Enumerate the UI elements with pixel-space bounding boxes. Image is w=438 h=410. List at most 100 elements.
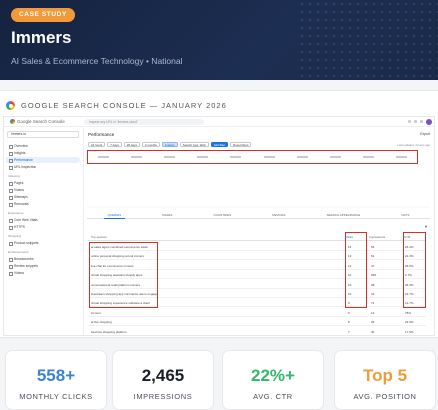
hero-banner: CASE STUDY Immers AI Sales & Ecommerce T… — [0, 0, 438, 80]
stat-card: 22%+ AVG. CTR — [222, 350, 324, 410]
gsc-brand-label: Google Search Console — [17, 119, 65, 124]
table-row[interactable]: online personal shopping ai tool immers 1… — [88, 251, 426, 261]
sidebar-item[interactable]: Review snippets — [6, 263, 80, 269]
cell-query: virtual shopping assistant shopify apps — [91, 273, 143, 278]
sidebar-item[interactable]: Removals — [6, 201, 80, 207]
filter-chip[interactable]: 28 days — [123, 142, 140, 147]
property-selector[interactable]: Immers.io — [7, 131, 79, 138]
google-logo-icon — [6, 101, 15, 110]
table-row[interactable]: ai sales agent combined ecommerce stack 1… — [88, 242, 426, 251]
cell-clicks: 13 — [348, 254, 352, 259]
col-impressions[interactable]: Impressions — [369, 235, 386, 239]
highlight-queries — [89, 242, 158, 308]
table-row[interactable]: livestream shopping app commerce demo en… — [88, 289, 426, 298]
sidebar-item[interactable]: Videos — [6, 187, 80, 193]
cell-clicks: 12 — [348, 263, 352, 268]
sidebar-item[interactable]: Performance — [6, 157, 80, 163]
sidebar-item[interactable]: Overview — [6, 143, 80, 149]
tab-countries[interactable]: COUNTRIES — [213, 213, 232, 217]
tab-pages[interactable]: PAGES — [162, 213, 173, 217]
sidebar-item[interactable]: Pages — [6, 180, 80, 186]
page-title: Performance — [88, 132, 115, 137]
stat-value: 2,465 — [141, 366, 185, 385]
filter-chip[interactable]: Add filter — [210, 142, 229, 147]
cell-query: immers — [91, 310, 101, 315]
sidebar-item[interactable]: Sitemaps — [6, 194, 80, 200]
cell-ctr: 12.7% — [405, 301, 414, 306]
stat-label: IMPRESSIONS — [133, 392, 193, 401]
cell-clicks: 9 — [348, 310, 350, 315]
hero-subtitle: AI Sales & Ecommerce Technology • Nation… — [11, 56, 183, 66]
cell-clicks: 10 — [348, 292, 352, 296]
sidebar-section-label: Indexing — [8, 174, 20, 178]
export-button[interactable]: Export — [420, 132, 430, 136]
stat-value: 558+ — [36, 366, 76, 385]
screenshot-card: GOOGLE SEARCH CONSOLE — JANUARY 2026 Goo… — [0, 90, 438, 338]
table-row[interactable]: virtual shopping assistant shopify apps 1… — [88, 270, 426, 280]
cell-impressions: 47 — [371, 263, 375, 268]
avatar[interactable] — [426, 119, 432, 125]
stat-card: 2,465 IMPRESSIONS — [112, 350, 214, 410]
cell-clicks: 7 — [348, 329, 350, 334]
filter-chip[interactable]: Custom — [161, 142, 178, 147]
metric-placeholder — [296, 156, 308, 158]
cell-query: live chat for ecommerce immers — [91, 263, 134, 268]
cell-clicks: 10 — [348, 282, 352, 287]
tab-queries[interactable]: QUERIES — [103, 213, 125, 219]
sidebar-item[interactable]: Core Web Vitals — [6, 217, 80, 223]
tab-search-appearance[interactable]: SEARCH APPEARANCE — [326, 213, 361, 217]
gsc-sidebar: Immers.io Overview Insights Performance URL… — [4, 128, 84, 335]
table-row[interactable]: best live shopping platform 7 40 17.5% — [88, 327, 426, 335]
gsc-brand[interactable]: Google Search Console — [10, 119, 65, 124]
cell-impressions: 12 — [371, 310, 375, 315]
table-row[interactable]: live chat for ecommerce immers 12 47 25.5% — [88, 261, 426, 270]
sidebar-item[interactable]: Videos — [6, 270, 80, 276]
metric-placeholder — [230, 156, 242, 158]
url-inspect-input[interactable]: Inspect any URL in "immers.cloud" — [84, 119, 204, 125]
cell-query: ai sales agent combined ecommerce stack — [91, 245, 148, 249]
sidebar-section-label: Experience — [8, 211, 24, 215]
table-row[interactable]: conversational retail platform immers 10 3… — [88, 280, 426, 289]
metric-placeholder — [197, 156, 209, 158]
cell-query: ai live shopping — [91, 320, 112, 325]
table-row[interactable]: ai live shopping 8 35 22.9% — [88, 317, 426, 327]
metric-summary-strip — [87, 150, 418, 164]
col-ctr[interactable]: CTR — [404, 235, 411, 239]
sidebar-section-label: Enhancements — [8, 250, 29, 254]
cell-ctr: 25.5% — [405, 263, 414, 268]
sidebar-item[interactable]: Product snippets — [6, 240, 80, 246]
cell-impressions: 44 — [371, 292, 375, 296]
sidebar-item[interactable]: Breadcrumbs — [6, 256, 80, 262]
cell-ctr: 26.3% — [405, 282, 414, 287]
tab-days[interactable]: DAYS — [401, 213, 410, 217]
col-query[interactable]: Top queries — [91, 235, 107, 239]
apps-icon[interactable] — [420, 120, 423, 123]
cell-ctr: 26.4% — [405, 245, 414, 249]
hero-dot-pattern — [298, 0, 438, 80]
sidebar-item[interactable]: Insights — [6, 150, 80, 156]
help-icon[interactable] — [408, 120, 411, 123]
cell-ctr: 22.9% — [405, 320, 414, 325]
filter-chip[interactable]: 3 months — [141, 142, 160, 147]
stat-label: AVG. POSITION — [353, 392, 417, 401]
filter-chip[interactable]: Reset filters — [230, 142, 252, 147]
cell-ctr: 22.7% — [405, 292, 414, 296]
filter-chip[interactable]: Search type: Web — [179, 142, 209, 147]
filter-chip[interactable]: 24 hours — [88, 142, 106, 147]
settings-icon[interactable] — [414, 120, 417, 123]
sidebar-item[interactable]: HTTPS — [6, 224, 80, 230]
sidebar-item[interactable]: URL inspection — [6, 164, 80, 170]
dimension-tabs: QUERIES PAGES COUNTRIES DEVICES SEARCH APPEA… — [87, 212, 430, 219]
screenshot-label: GOOGLE SEARCH CONSOLE — JANUARY 2026 — [21, 101, 227, 110]
stat-card: Top 5 AVG. POSITION — [334, 350, 436, 410]
filter-chip[interactable]: 7 days — [107, 142, 122, 147]
search-console-window: Google Search Console Inspect any URL in… — [3, 116, 435, 336]
cell-impressions: 369 — [371, 273, 377, 278]
cell-query: virtual shopping experience software a c… — [91, 301, 151, 306]
tab-devices[interactable]: DEVICES — [272, 213, 286, 217]
table-row[interactable]: virtual shopping experience software a c… — [88, 298, 426, 308]
cell-ctr: 2.7% — [405, 273, 412, 278]
col-clicks[interactable]: Clicks — [345, 235, 353, 239]
table-row[interactable]: immers 9 12 75% — [88, 308, 426, 317]
filter-icon[interactable]: ▼ — [424, 224, 428, 229]
